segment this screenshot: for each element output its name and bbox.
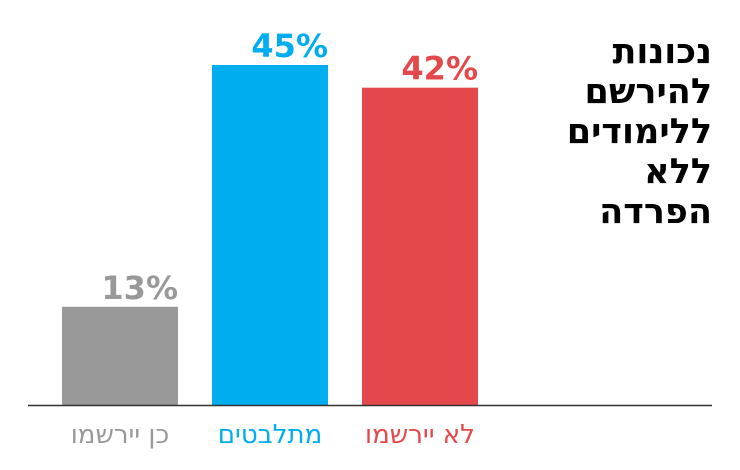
bar-2 — [212, 65, 328, 405]
bar-3 — [362, 87, 478, 406]
chart-title: נכונות להירשם ללימודים ללא הפרדה — [566, 32, 712, 232]
category-label-3: לא יירשמו — [365, 420, 475, 450]
category-label-2: מתלבטים — [218, 420, 322, 450]
bar-value-label-1: 13% — [101, 269, 178, 307]
bar-1 — [62, 306, 178, 405]
category-label-1: כן יירשמו — [71, 420, 170, 450]
bar-value-label-3: 42% — [401, 50, 478, 88]
bar-value-label-2: 45% — [251, 27, 328, 65]
